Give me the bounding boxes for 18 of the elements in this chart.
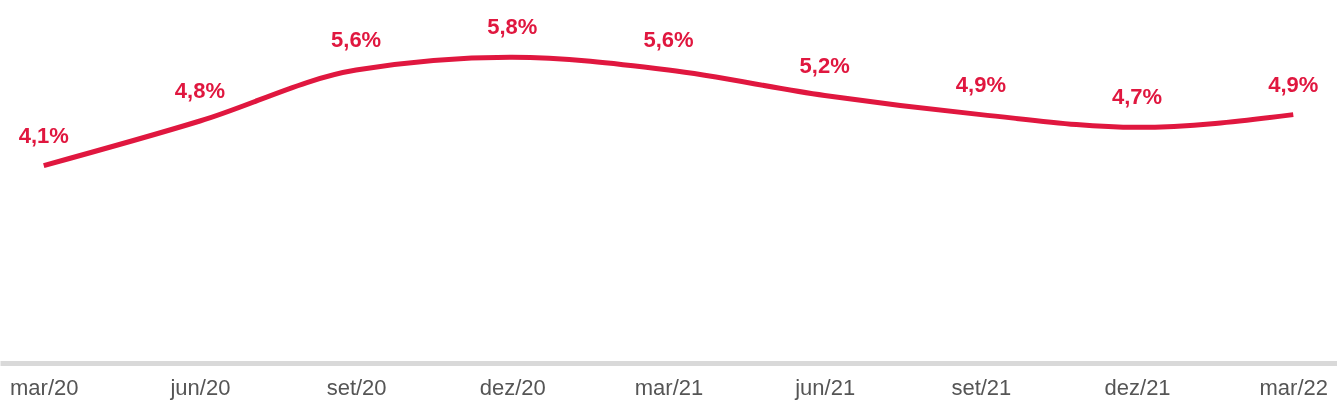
data-label: 4,9%: [955, 71, 1006, 97]
x-tick-label: mar/21: [634, 374, 704, 400]
x-tick-label: jun/20: [169, 374, 231, 400]
x-tick-label: set/21: [951, 374, 1012, 400]
x-tick-label: mar/20: [9, 374, 79, 400]
data-label: 5,6%: [331, 27, 382, 53]
x-tick-label: mar/22: [1259, 374, 1329, 400]
x-tick-label: dez/21: [1104, 374, 1171, 400]
data-label: 4,9%: [1268, 71, 1319, 97]
x-tick-label: set/20: [326, 374, 387, 400]
data-label: 4,8%: [174, 78, 225, 103]
data-label: 4,7%: [1112, 84, 1163, 110]
x-tick-label: jun/21: [794, 374, 856, 400]
data-label: 5,8%: [487, 14, 538, 40]
data-label: 5,6%: [643, 27, 694, 53]
data-label: 5,2%: [799, 52, 850, 78]
data-label: 4,1%: [18, 122, 69, 148]
x-tick-label: dez/20: [479, 374, 546, 400]
